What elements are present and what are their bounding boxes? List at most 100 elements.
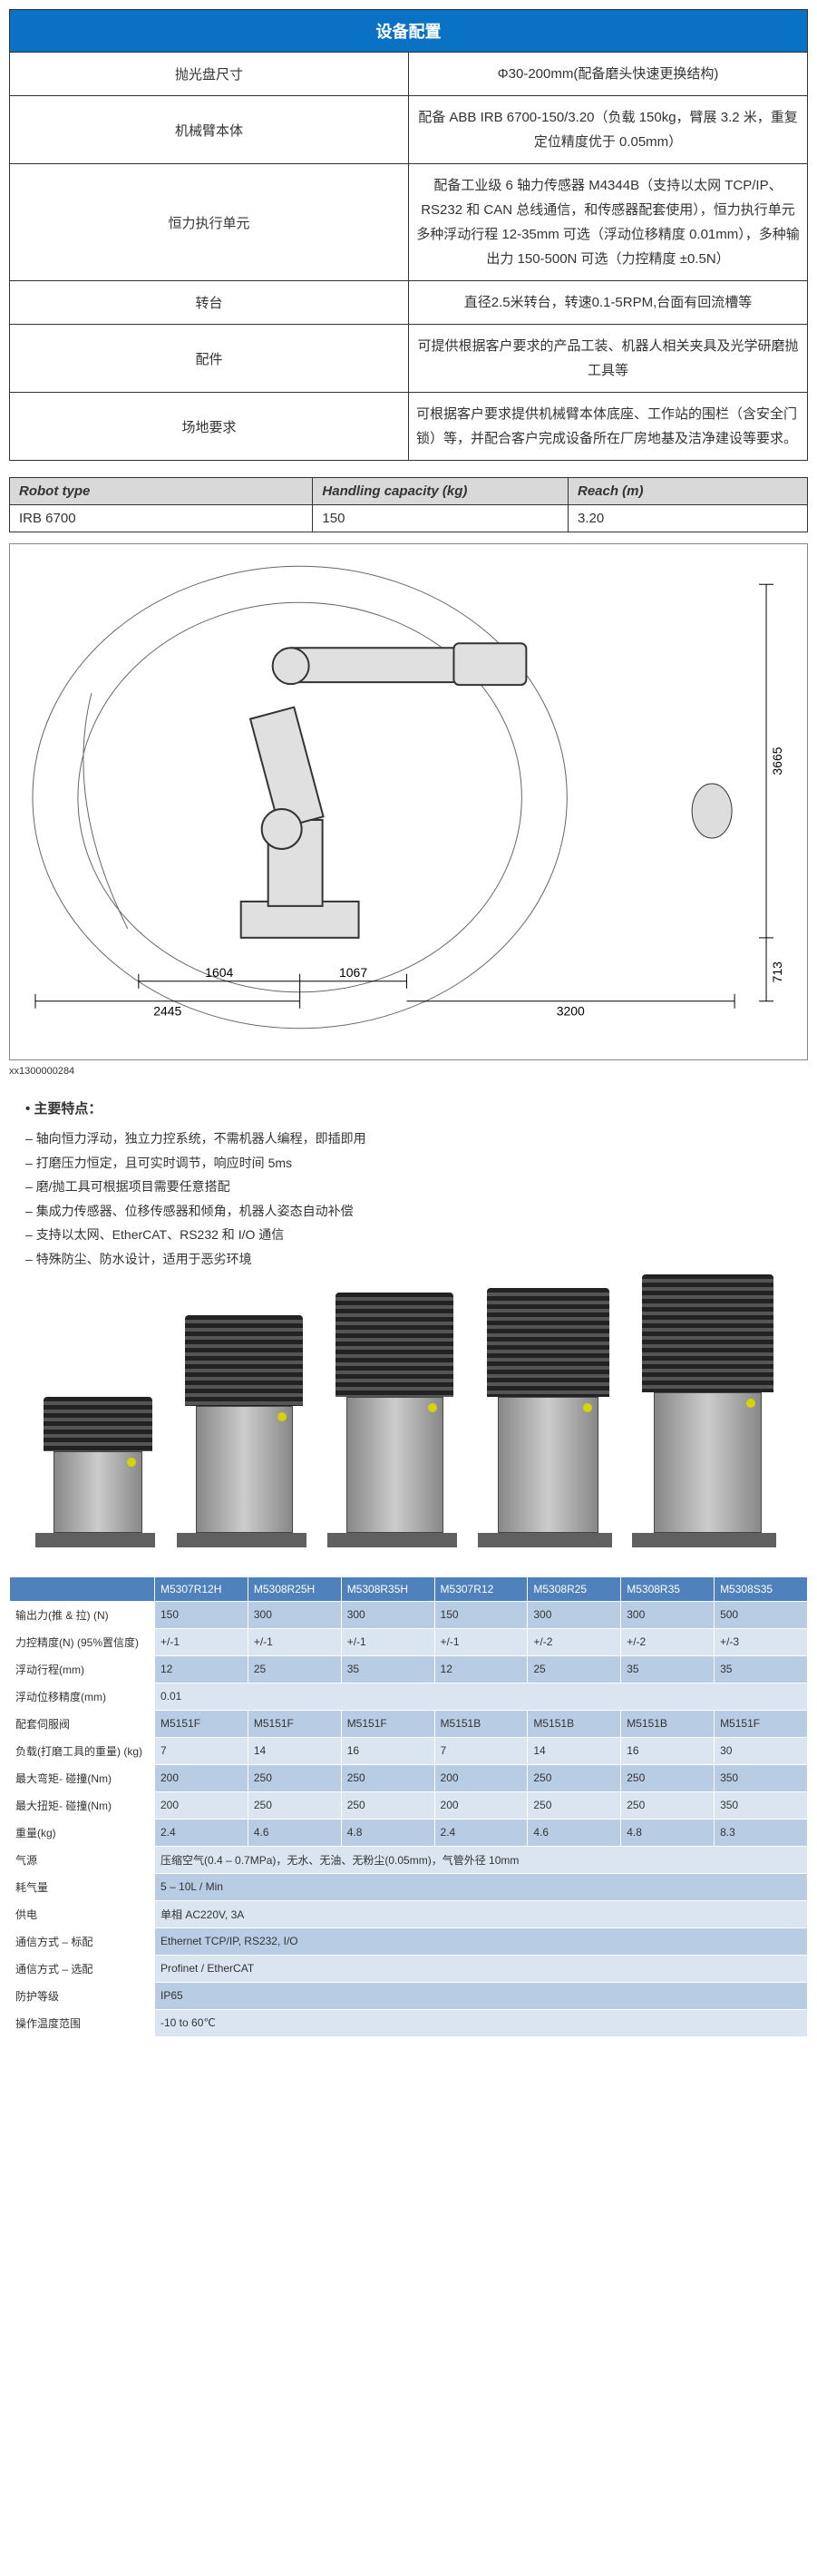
fc-row-label: 耗气量 xyxy=(10,1873,155,1900)
actuator-row xyxy=(9,1293,808,1566)
fc-cell: 150 xyxy=(434,1601,528,1628)
fc-row-label: 供电 xyxy=(10,1900,155,1927)
fc-cell: 250 xyxy=(248,1791,341,1819)
fc-cell: 250 xyxy=(341,1764,434,1791)
fc-cell: M5151B xyxy=(434,1710,528,1737)
fc-row-label: 通信方式 – 选配 xyxy=(10,1955,155,1982)
fc-row-span: Ethernet TCP/IP, RS232, I/O xyxy=(155,1927,808,1955)
robot-cap: 150 xyxy=(313,505,569,532)
fc-cell: +/-3 xyxy=(715,1628,808,1655)
config-value: 配备工业级 6 轴力传感器 M4344B（支持以太网 TCP/IP、RS232 … xyxy=(409,164,808,281)
fc-row-span: 0.01 xyxy=(155,1683,808,1710)
config-label: 配件 xyxy=(10,325,409,393)
fc-row-label: 力控精度(N) (95%置信度) xyxy=(10,1628,155,1655)
fc-cell: 30 xyxy=(715,1737,808,1764)
fc-row-label: 气源 xyxy=(10,1846,155,1873)
fc-cell: +/-2 xyxy=(528,1628,621,1655)
fc-row-label: 通信方式 – 标配 xyxy=(10,1927,155,1955)
robot-reach-diagram: 2445 1604 1067 3200 3665 713 xyxy=(9,543,808,1060)
robot-reach: 3.20 xyxy=(568,505,807,532)
fc-cell: 4.8 xyxy=(621,1819,715,1846)
config-value: 可提供根据客户要求的产品工装、机器人相关夹具及光学研磨抛工具等 xyxy=(409,325,808,393)
fc-model-header: M5308R25 xyxy=(528,1576,621,1601)
fc-cell: 14 xyxy=(248,1737,341,1764)
fc-cell: 12 xyxy=(434,1655,528,1683)
dim-h3: 1067 xyxy=(339,965,367,980)
actuator-unit xyxy=(336,1293,453,1547)
dim-h4: 3200 xyxy=(557,1004,585,1019)
fc-cell: M5151F xyxy=(155,1710,248,1737)
fc-cell: +/-1 xyxy=(341,1628,434,1655)
feature-item: 磨/抛工具可根据项目需要任意搭配 xyxy=(25,1175,808,1199)
config-label: 恒力执行单元 xyxy=(10,164,409,281)
fc-model-header: M5307R12 xyxy=(434,1576,528,1601)
actuator-unit xyxy=(487,1288,609,1547)
fc-model-header: M5307R12H xyxy=(155,1576,248,1601)
fc-cell: M5151F xyxy=(341,1710,434,1737)
dim-h2: 1604 xyxy=(205,965,233,980)
actuator-unit xyxy=(642,1274,773,1547)
fc-cell: 200 xyxy=(434,1764,528,1791)
fc-cell: 350 xyxy=(715,1791,808,1819)
fc-cell: 300 xyxy=(528,1601,621,1628)
fc-cell: 200 xyxy=(434,1791,528,1819)
fc-row-label: 配套伺服阀 xyxy=(10,1710,155,1737)
fc-cell: 500 xyxy=(715,1601,808,1628)
fc-row-span: -10 to 60℃ xyxy=(155,2009,808,2036)
robot-type: IRB 6700 xyxy=(10,505,313,532)
fc-row-label: 浮动行程(mm) xyxy=(10,1655,155,1683)
fc-cell: 250 xyxy=(341,1791,434,1819)
fc-cell: 300 xyxy=(341,1601,434,1628)
fc-cell: M5151B xyxy=(621,1710,715,1737)
fc-cell: M5151F xyxy=(715,1710,808,1737)
robot-spec-table: Robot type Handling capacity (kg) Reach … xyxy=(9,477,808,532)
fc-cell: 16 xyxy=(621,1737,715,1764)
fc-cell: 250 xyxy=(528,1791,621,1819)
fc-cell: 16 xyxy=(341,1737,434,1764)
fc-row-label: 重量(kg) xyxy=(10,1819,155,1846)
fc-cell: 35 xyxy=(621,1655,715,1683)
dim-v1: 3665 xyxy=(770,746,784,775)
fc-cell: 150 xyxy=(155,1601,248,1628)
fc-cell: 4.6 xyxy=(248,1819,341,1846)
actuator-unit xyxy=(185,1315,303,1547)
fc-cell: 12 xyxy=(155,1655,248,1683)
features-heading: 主要特点： xyxy=(25,1098,808,1117)
config-header: 设备配置 xyxy=(10,10,808,53)
fc-model-header: M5308R25H xyxy=(248,1576,341,1601)
fc-cell: 250 xyxy=(621,1791,715,1819)
dim-h1: 2445 xyxy=(153,1004,181,1019)
fc-cell: 7 xyxy=(155,1737,248,1764)
fc-cell: +/-1 xyxy=(248,1628,341,1655)
force-control-table: M5307R12HM5308R25HM5308R35HM5307R12M5308… xyxy=(9,1576,808,2037)
feature-item: 特殊防尘、防水设计，适用于恶劣环境 xyxy=(25,1247,808,1272)
fc-row-label: 负载(打磨工具的重量) (kg) xyxy=(10,1737,155,1764)
dim-v2: 713 xyxy=(770,961,784,983)
fc-cell: M5151B xyxy=(528,1710,621,1737)
feature-item: 支持以太网、EtherCAT、RS232 和 I/O 通信 xyxy=(25,1223,808,1247)
features-list: 轴向恒力浮动，独立力控系统，不需机器人编程，即插即用打磨压力恒定，且可实时调节，… xyxy=(25,1127,808,1272)
fc-cell: 300 xyxy=(248,1601,341,1628)
fc-model-header: M5308R35H xyxy=(341,1576,434,1601)
fc-row-label: 输出力(推 & 拉) (N) xyxy=(10,1601,155,1628)
fc-cell: 25 xyxy=(528,1655,621,1683)
fc-cell: 250 xyxy=(621,1764,715,1791)
robot-col-type: Robot type xyxy=(10,478,313,505)
config-value: Φ30-200mm(配备磨头快速更换结构) xyxy=(409,53,808,96)
feature-item: 打磨压力恒定，且可实时调节，响应时间 5ms xyxy=(25,1151,808,1176)
fc-cell: 14 xyxy=(528,1737,621,1764)
fc-cell: 4.8 xyxy=(341,1819,434,1846)
fc-cell: 2.4 xyxy=(155,1819,248,1846)
fc-model-header: M5308R35 xyxy=(621,1576,715,1601)
fc-row-label: 浮动位移精度(mm) xyxy=(10,1683,155,1710)
fc-cell: 8.3 xyxy=(715,1819,808,1846)
feature-item: 轴向恒力浮动，独立力控系统，不需机器人编程，即插即用 xyxy=(25,1127,808,1151)
fc-row-span: IP65 xyxy=(155,1982,808,2009)
feature-item: 集成力传感器、位移传感器和倾角，机器人姿态自动补偿 xyxy=(25,1199,808,1224)
fc-cell: 250 xyxy=(528,1764,621,1791)
fc-cell: +/-2 xyxy=(621,1628,715,1655)
fc-cell: 200 xyxy=(155,1791,248,1819)
actuator-unit xyxy=(44,1397,152,1547)
robot-col-reach: Reach (m) xyxy=(568,478,807,505)
fc-cell: 25 xyxy=(248,1655,341,1683)
